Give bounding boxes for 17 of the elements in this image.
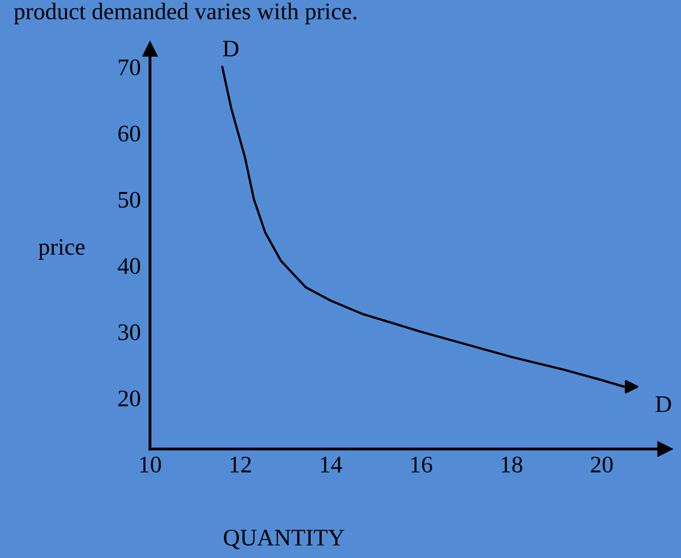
x-tick-label: 12 xyxy=(230,456,251,472)
x-tick-label: 20 xyxy=(590,456,613,473)
y-tick-label: 70 xyxy=(118,59,140,76)
x-tick-label: 14 xyxy=(320,456,342,472)
x-tick-label: 10 xyxy=(140,456,161,473)
annotation: D xyxy=(222,40,238,56)
y-tick-label: 60 xyxy=(118,126,140,142)
y-tick-label: 50 xyxy=(118,192,140,208)
chart-title: product demanded varies with price. xyxy=(14,2,356,24)
y-tick-label: 20 xyxy=(118,390,140,406)
y-tick-label: 40 xyxy=(118,258,140,274)
y-tick-label: 30 xyxy=(118,324,140,340)
x-axis-title: QUANTITY xyxy=(224,530,344,550)
annotation: D xyxy=(656,396,672,412)
y-axis-title: price xyxy=(38,239,85,260)
x-tick-label: 16 xyxy=(411,456,432,473)
x-tick-label: 18 xyxy=(502,456,522,473)
